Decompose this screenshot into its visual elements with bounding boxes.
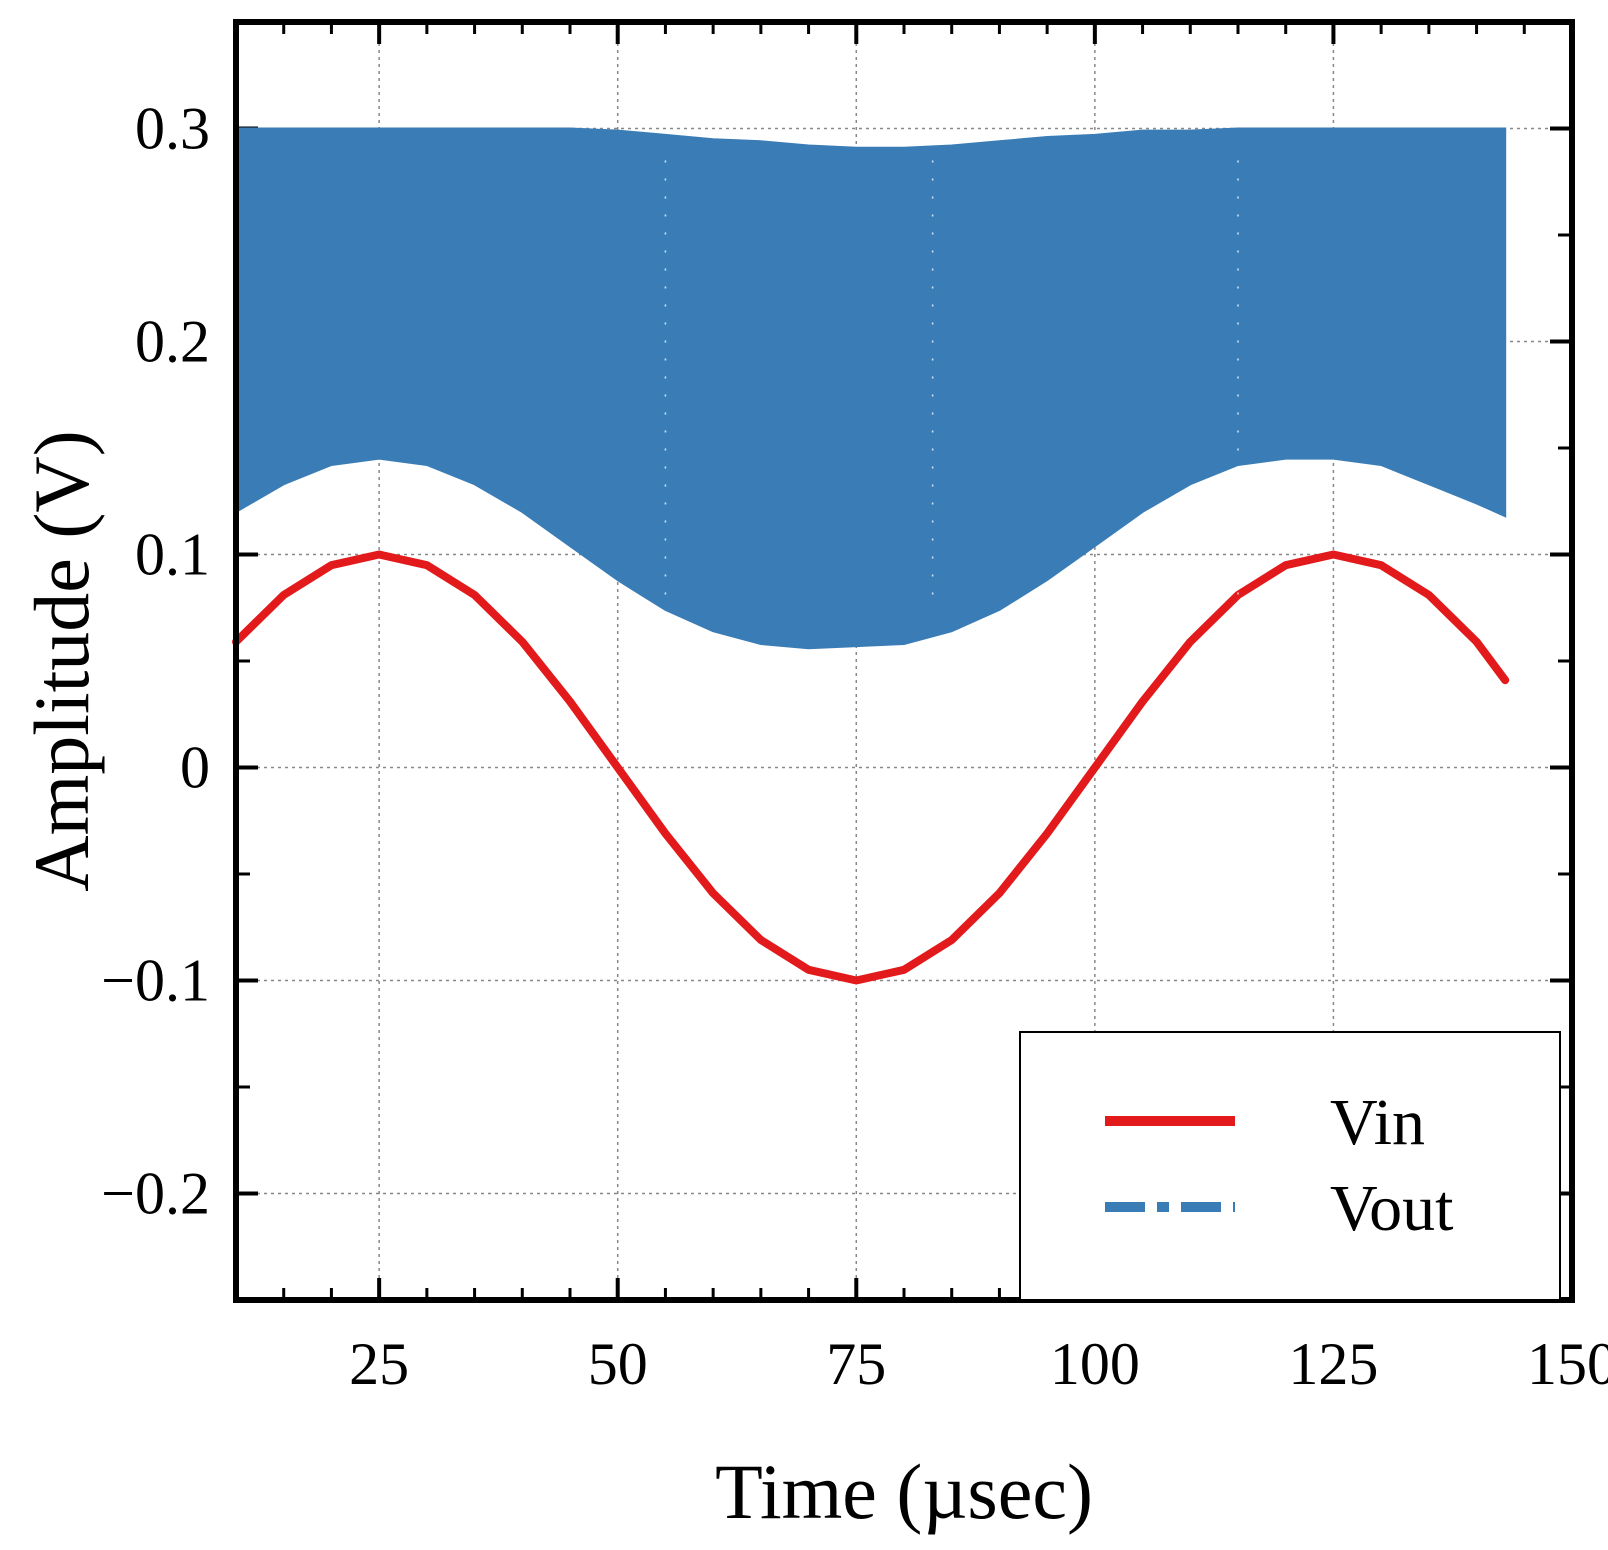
y-tick-label: 0 bbox=[180, 735, 210, 801]
x-tick-label: 25 bbox=[349, 1331, 409, 1397]
series-vin-line bbox=[232, 550, 1510, 985]
legend: Vin Vout bbox=[1019, 1031, 1561, 1301]
y-tick-label: 0.2 bbox=[135, 309, 210, 375]
plot-frame bbox=[233, 19, 1575, 1303]
tick-labels: 25 50 75 100 125 150 −0.2 −0.1 0 0.1 0.2 0.3 bbox=[101, 96, 1608, 1398]
y-tick-label: 0.1 bbox=[135, 522, 210, 588]
y-tick-label: −0.1 bbox=[101, 948, 210, 1014]
y-tick-label: −0.2 bbox=[101, 1161, 210, 1227]
legend-vout-label: Vout bbox=[1330, 1172, 1454, 1245]
y-axis-title: Amplitude (V) bbox=[18, 430, 105, 891]
series-vout-envelope bbox=[235, 127, 1507, 650]
x-axis-title: Time (µsec) bbox=[715, 1448, 1093, 1535]
x-tick-label: 50 bbox=[588, 1331, 648, 1397]
x-tick-label: 75 bbox=[826, 1331, 886, 1397]
legend-box bbox=[1019, 1031, 1561, 1301]
series-layer bbox=[232, 127, 1510, 985]
x-tick-label: 150 bbox=[1527, 1331, 1608, 1397]
x-tick-label: 100 bbox=[1050, 1331, 1140, 1397]
y-tick-label: 0.3 bbox=[135, 96, 210, 162]
legend-vin-label: Vin bbox=[1330, 1086, 1425, 1159]
x-tick-label: 125 bbox=[1288, 1331, 1378, 1397]
